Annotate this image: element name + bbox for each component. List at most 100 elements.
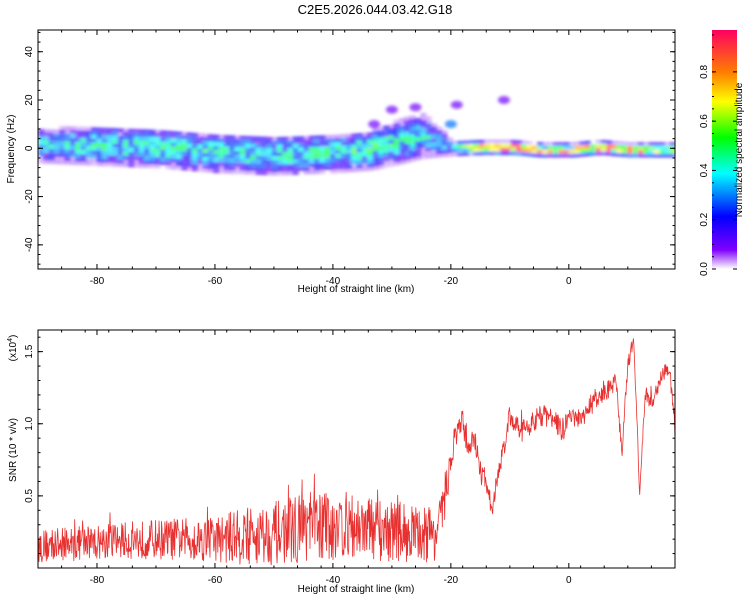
spectrogram-cell [351,145,358,149]
spectrogram-cell [478,144,485,147]
spectrogram-cell [356,137,363,141]
spectrogram-cell [85,127,92,131]
spectrogram-cell [170,139,177,143]
spectrogram-cell [377,146,384,150]
spectrogram-cell [266,168,273,171]
spectrogram-cell [393,119,400,123]
colorbar-axis: 0.0 0.2 0.4 0.6 0.8 [699,34,737,276]
spectrogram-cell [319,170,326,174]
spectrogram-cell [298,152,305,155]
spectrogram-cell [393,139,400,142]
spectrogram-cell [367,167,374,171]
spectrogram-cell [616,141,623,145]
spectrogram-cell [335,162,342,165]
spectrogram-cell [409,119,416,123]
spectrogram-cell [117,144,124,147]
spectrogram-cell [340,157,347,161]
spectrogram-cell [138,137,145,141]
spectrogram-cell [584,145,591,148]
spectrogram-cell [324,135,331,139]
spectrogram-cell [96,139,103,143]
spectrogram-cell [80,162,87,165]
spectrogram-cell [499,140,506,143]
spectrogram-cell [69,126,76,130]
spectrogram-cell [409,143,416,146]
spectrogram-cell [452,145,459,148]
spectrogram-cell [186,132,193,136]
spectrogram-cell [446,153,453,157]
spectrogram-cell [340,134,347,138]
snr-multiplier-exponent: 4 [7,338,14,342]
spectrogram-cell [96,147,103,150]
spectrogram-cell [191,137,198,140]
spectrogram-cell [420,132,427,136]
spectrogram-cell [420,148,427,151]
spectrogram-cell [282,141,289,144]
spectrogram-cell [568,142,575,146]
spectrogram-cell [345,157,352,161]
spectrogram-cell [202,149,209,153]
spectrogram-cell [133,145,140,148]
spectrogram-cell [202,153,209,157]
spectrogram-cell [319,143,326,147]
spectrogram-cell [510,140,517,144]
spectrogram-cell [399,157,406,160]
spectrogram-cell [659,150,666,154]
spectrogram-cell [85,135,92,138]
spectrogram-cell [409,123,416,127]
spectrogram-cell [91,154,98,158]
snr-x-tick-label: 0 [566,575,572,586]
spectrogram-cell [383,141,390,145]
spectrogram-cell [186,136,193,140]
spectrogram-cell [372,139,379,143]
spectrogram-cell [75,158,82,161]
spectrogram-cell [186,144,193,148]
spectrogram-cell [388,124,395,128]
spectrogram-cell [547,150,554,154]
spectrogram-cell [250,152,257,155]
spectrogram-cell [282,164,289,168]
spectrogram-cell [383,156,390,160]
spectrogram-cell [85,158,92,162]
spectrogram-cell [261,144,268,148]
spectrogram-cell [85,143,92,146]
spectrogram-cell [239,167,246,170]
spectrogram-cell [48,156,55,160]
spectrogram-cell [627,154,634,157]
spectrogram-cell [138,129,145,133]
spectrogram-cell [621,153,628,157]
spectrogram-cell [229,155,236,158]
spectrogram-cell [340,169,347,173]
spectrogram-cell [250,136,257,140]
spectrogram-cell [96,128,103,131]
spectrogram-cell [420,136,427,140]
spectrogram-cell [91,147,98,150]
spectrogram-cell [149,130,156,133]
spectrogram-x-tick-label: -40 [326,276,341,287]
spectrogram-cell [420,155,427,159]
colorbar-label: Normalized spectral amplitude [734,82,745,217]
spectrogram-cell [319,147,326,151]
spectrogram-cell [250,144,257,148]
spectrogram-cell [282,148,289,152]
spectrogram-cell [223,158,230,162]
spectrogram-cell [282,152,289,156]
spectrogram-cell [600,148,607,151]
spectrogram-cell [420,140,427,144]
spectrogram-cell [43,149,50,152]
spectrogram-cell [340,161,347,165]
spectrogram-cell [261,137,268,140]
spectrogram-cell [462,144,469,148]
spectrogram-cell [351,153,358,156]
spectrogram-cell [292,171,299,175]
spectrogram-cell [648,146,655,150]
spectrogram-cell [404,132,411,136]
spectrogram-cell [367,132,374,136]
spectrogram-blob [450,100,463,109]
spectrogram-cell [64,134,71,138]
spectrogram-cell [330,166,337,169]
spectrogram-cell [276,153,283,156]
spectrogram-cell [308,136,315,139]
spectrogram-cell [170,150,177,154]
spectrogram-cell [128,148,135,152]
